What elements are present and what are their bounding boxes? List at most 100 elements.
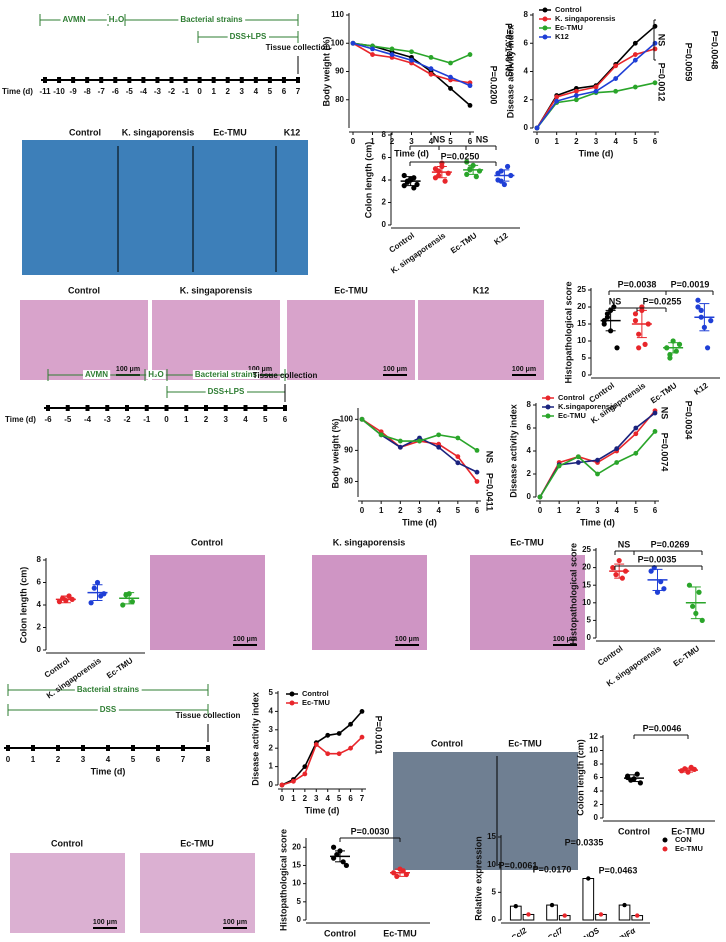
- image-label: K. singaporensis: [333, 537, 406, 547]
- image-label: Control: [51, 838, 83, 848]
- annotation: P=0.0048: [710, 31, 720, 70]
- x-tick-label: Control: [324, 928, 356, 937]
- timeline-tick-label: -10: [53, 87, 65, 96]
- point: [616, 557, 622, 564]
- y-tick-label: 4: [269, 707, 274, 716]
- photo: [10, 853, 125, 933]
- annotation: P=0.0074: [660, 433, 670, 472]
- y-tick-label: 20: [582, 563, 591, 572]
- point: [91, 585, 97, 591]
- x-tick-label: Ccl7: [546, 926, 565, 937]
- point: [604, 314, 611, 320]
- point: [613, 63, 619, 69]
- point: [613, 76, 619, 81]
- y-tick-label: 0: [269, 780, 274, 789]
- phase-label: Bacterial strains: [195, 370, 258, 379]
- timeline-tick-label: 7: [296, 87, 301, 96]
- timeline-tick-label: 4: [254, 87, 259, 96]
- x-tick-label: Ccl2: [509, 926, 528, 937]
- point: [120, 602, 126, 608]
- point: [695, 304, 701, 310]
- image-label: Ec-TMU: [180, 838, 214, 848]
- point: [698, 307, 704, 313]
- point: [632, 311, 639, 317]
- y-tick-label: 2: [527, 469, 532, 478]
- annotation: P=0.0269: [651, 539, 690, 549]
- point: [56, 599, 63, 605]
- legend-label: Control: [558, 393, 585, 402]
- y-axis-label: Disease activity index: [508, 404, 518, 498]
- point: [370, 52, 375, 57]
- x-tick-label: 6: [475, 506, 480, 515]
- point: [632, 318, 639, 324]
- annotation: NS: [609, 296, 622, 306]
- x-tick-label: Control: [618, 826, 650, 836]
- point: [601, 321, 607, 327]
- point: [633, 425, 639, 431]
- y-tick-label: 8: [382, 130, 387, 139]
- y-tick-label: 3: [269, 725, 274, 734]
- timeline-tick: [99, 77, 104, 83]
- legend-label: K. singaporensis: [555, 14, 615, 23]
- legend-label: K12: [555, 32, 569, 41]
- point: [348, 721, 353, 727]
- y-tick-label: 0: [382, 220, 387, 229]
- timeline-tick: [243, 405, 248, 411]
- label-bg: [192, 370, 260, 380]
- x-tick-label: 6: [468, 137, 473, 146]
- point: [633, 450, 639, 456]
- scale-bar-label: 100 μm: [248, 366, 272, 373]
- point: [474, 469, 480, 475]
- phase-label: H₂O: [109, 15, 125, 24]
- y-tick-label: 15: [487, 832, 496, 841]
- image-label: Ec-TMU: [508, 738, 542, 748]
- x-tick-label: 3: [594, 137, 599, 146]
- phase-label: Bacterial strains: [77, 685, 140, 694]
- y-tick-label: 5: [492, 887, 497, 896]
- x-tick-label: 3: [409, 137, 414, 146]
- label-bg: [97, 705, 119, 715]
- annotation: P=0.0034: [684, 401, 694, 440]
- y-tick-label: 4: [594, 786, 599, 795]
- annotation: NS: [657, 34, 667, 47]
- timeline-tick-label: 5: [131, 755, 136, 764]
- timeline-tick-label: -6: [44, 415, 52, 424]
- image-label: Ec-TMU: [213, 127, 247, 137]
- timeline-tick-label: -5: [64, 415, 72, 424]
- y-tick-label: 110: [331, 10, 344, 19]
- scale-bar-label: 100 μm: [383, 366, 407, 373]
- legend-marker: [662, 846, 668, 852]
- point: [501, 181, 507, 188]
- y-axis-label: Body weight (%): [321, 37, 331, 107]
- x-tick-label: 5: [337, 794, 342, 803]
- point: [279, 782, 285, 788]
- timeline-tick: [131, 745, 135, 751]
- y-tick-label: 10: [487, 860, 496, 869]
- point: [432, 166, 439, 172]
- x-axis-label: Time (d): [305, 805, 340, 815]
- timeline-tick: [181, 745, 185, 751]
- timeline-tick-label: 6: [282, 87, 287, 96]
- point: [313, 742, 319, 747]
- bar: [546, 904, 558, 921]
- x-axis-label: Time (d): [402, 517, 437, 527]
- point: [417, 438, 422, 444]
- point: [325, 751, 331, 757]
- legend-marker: [289, 700, 295, 706]
- point: [448, 74, 453, 80]
- y-tick-label: 8: [37, 555, 42, 564]
- point: [464, 171, 470, 177]
- timeline-tick: [125, 405, 129, 411]
- y-tick-label: 8: [594, 759, 599, 768]
- image-label: Control: [431, 738, 463, 748]
- x-tick-label: 3: [417, 506, 422, 515]
- phase-label: DSS+LPS: [230, 32, 267, 41]
- point: [634, 771, 640, 777]
- timeline-tick-label: 1: [31, 755, 36, 764]
- x-axis-label: Time (d): [580, 517, 615, 527]
- series-line: [536, 25, 656, 129]
- label-bg: [205, 387, 247, 397]
- x-tick-label: 2: [390, 137, 395, 146]
- annotation: P=0.0101: [374, 716, 384, 755]
